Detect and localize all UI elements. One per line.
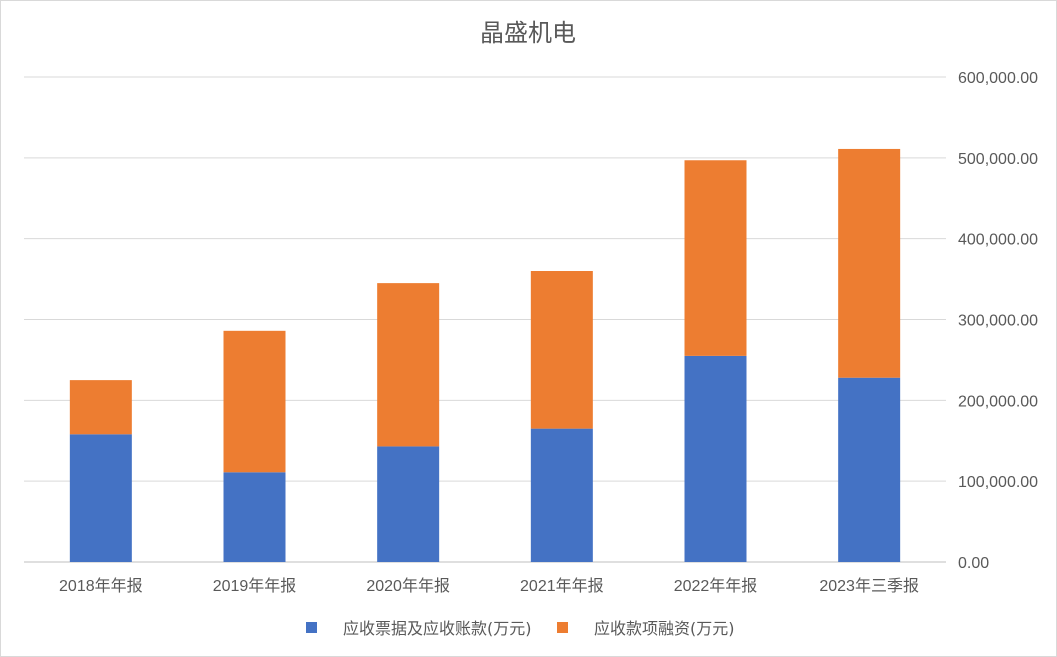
x-tick-label: 2019年年报 (213, 577, 297, 595)
bars (69, 148, 901, 562)
x-tick-label: 2022年年报 (674, 577, 758, 595)
bar-segment-series-1 (377, 446, 440, 562)
y-tick-label: 0.00 (958, 555, 989, 572)
y-tick-label: 500,000.00 (958, 151, 1038, 168)
bar-segment-series-1 (530, 428, 593, 562)
x-axis-ticks: 2018年年报 2019年年报 2020年年报 2021年年报 2022年年报 2023年… (59, 577, 919, 595)
bar-segment-series-2 (223, 330, 286, 473)
y-tick-label: 300,000.00 (958, 313, 1038, 330)
x-tick-label: 2018年年报 (59, 577, 143, 595)
legend-swatch (306, 622, 317, 633)
y-tick-label: 600,000.00 (958, 70, 1038, 87)
bar-segment-series-2 (684, 160, 747, 356)
legend-label: 应收票据及应收账款(万元) (343, 619, 532, 638)
y-tick-label: 100,000.00 (958, 474, 1038, 491)
bar-segment-series-2 (69, 380, 132, 435)
bar-segment-series-2 (838, 148, 901, 378)
x-tick-label: 2020年年报 (366, 577, 450, 595)
legend-swatch (557, 622, 568, 633)
x-tick-label: 2021年年报 (520, 577, 604, 595)
gridlines (24, 76, 946, 563)
bar-segment-series-1 (223, 472, 286, 562)
bar-segment-series-2 (530, 271, 593, 429)
y-tick-label: 200,000.00 (958, 393, 1038, 410)
bar-segment-series-1 (684, 355, 747, 562)
chart-title: 晶盛机电 (480, 19, 576, 47)
bar-segment-series-1 (838, 377, 901, 562)
bar-segment-series-1 (69, 434, 132, 562)
y-tick-label: 400,000.00 (958, 232, 1038, 249)
legend: 应收票据及应收账款(万元) 应收款项融资(万元) (306, 619, 735, 638)
x-tick-label: 2023年三季报 (819, 577, 919, 595)
y-axis-ticks: 0.00 100,000.00 200,000.00 300,000.00 400,00… (958, 70, 1038, 572)
legend-label: 应收款项融资(万元) (594, 619, 735, 638)
bar-segment-series-2 (377, 283, 440, 447)
